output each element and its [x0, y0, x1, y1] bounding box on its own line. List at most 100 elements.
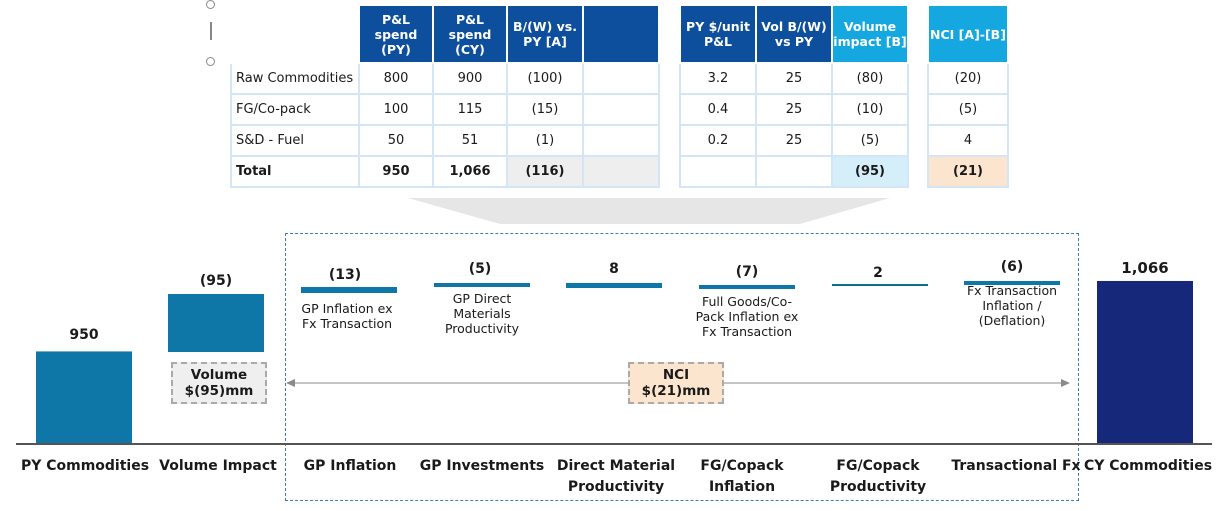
slide-marker-circle-top: [206, 0, 215, 9]
cell: (15): [506, 93, 584, 126]
value-label-cy-commodities: 1,066: [1121, 259, 1169, 277]
pl-spend-table: P&L spend (PY) P&L spend (CY) B/(W) vs. …: [230, 4, 660, 188]
value-label-fg-inflation: (7): [735, 264, 759, 280]
table-row: (20): [927, 62, 1009, 95]
volume-header-row: PY $/unit P&L Vol B/(W) vs PY Volume imp…: [679, 4, 909, 64]
pl-spend-header-row: P&L spend (PY) P&L spend (CY) B/(W) vs. …: [230, 4, 660, 64]
waterfall-bar-7: [964, 281, 1060, 285]
cell: [582, 124, 660, 157]
waterfall-bar-4: [566, 283, 662, 288]
value-label-fg-productivity: 2: [873, 265, 883, 281]
nci-table: NCI [A]-[B] (20) (5) 4 (21): [927, 4, 1009, 188]
slide-marker-line: [210, 22, 212, 40]
cell: (95): [831, 155, 909, 188]
cell: (21): [927, 155, 1009, 188]
cell: (80): [831, 62, 909, 95]
table-row: 0.2 25 (5): [679, 124, 909, 157]
cell: 25: [755, 124, 833, 157]
empty-header-cell: [230, 4, 360, 64]
cell: [582, 93, 660, 126]
value-label-direct-material: 8: [609, 261, 619, 277]
cell: 3.2: [679, 62, 757, 95]
table-row: FG/Co-pack 100 115 (15): [230, 93, 660, 126]
cell: 25: [755, 62, 833, 95]
waterfall-bar-6: [832, 284, 928, 286]
nci-summary-box: NCI $(21)mm: [628, 362, 724, 404]
desc-fg-inflation: Full Goods/Co-Pack Inflation ex Fx Trans…: [695, 294, 799, 339]
value-label-gp-investments: (5): [468, 261, 492, 277]
desc-transactional-fx: Fx Transaction Inflation / (Deflation): [966, 283, 1058, 328]
volume-impact-table: PY $/unit P&L Vol B/(W) vs PY Volume imp…: [679, 4, 909, 188]
table-row-total: (95): [679, 155, 909, 188]
cell: [755, 155, 833, 188]
waterfall-bar-0: [36, 351, 132, 443]
arrow-head-right: [1061, 379, 1070, 387]
header-vol-bw: Vol B/(W) vs PY: [755, 4, 833, 64]
cell: 900: [432, 62, 508, 95]
desc-gp-inflation: GP Inflation ex Fx Transaction: [301, 301, 393, 331]
cell: 0.4: [679, 93, 757, 126]
chart-baseline: [16, 443, 1212, 445]
table-row: 4: [927, 124, 1009, 157]
cell: (10): [831, 93, 909, 126]
category-fg-productivity: FG/Copack Productivity: [829, 458, 927, 495]
category-py-commodities: PY Commodities: [20, 458, 150, 474]
waterfall-bar-5: [699, 285, 795, 289]
value-label-gp-inflation: (13): [328, 267, 362, 283]
value-label-py-commodities: 950: [69, 327, 99, 343]
header-py-unit: PY $/unit P&L: [679, 4, 757, 64]
header-volume-impact: Volume impact [B]: [831, 4, 909, 64]
cell: 25: [755, 93, 833, 126]
category-gp-investments: GP Investments: [419, 458, 545, 474]
table-row: (5): [927, 93, 1009, 126]
cell: [679, 155, 757, 188]
table-row: S&D - Fuel 50 51 (1): [230, 124, 660, 157]
waterfall-bar-2: [301, 287, 397, 293]
table-row-total: Total 950 1,066 (116): [230, 155, 660, 188]
table-row: 0.4 25 (10): [679, 93, 909, 126]
cell: [582, 155, 660, 188]
arrow-head-left: [286, 379, 295, 387]
category-fg-inflation: FG/Copack Inflation: [700, 458, 784, 495]
table-row: Raw Commodities 800 900 (100): [230, 62, 660, 95]
category-cy-commodities: CY Commodities: [1083, 458, 1213, 474]
cell: (20): [927, 62, 1009, 95]
volume-summary-box: Volume $(95)mm: [171, 362, 267, 404]
cell: 50: [358, 124, 434, 157]
funnel-shape: [408, 198, 890, 224]
nci-dashed-frame: [285, 233, 1079, 501]
cell: 800: [358, 62, 434, 95]
cell: 0.2: [679, 124, 757, 157]
waterfall-bar-3: [434, 283, 530, 287]
table-row-total: (21): [927, 155, 1009, 188]
cell: (116): [506, 155, 584, 188]
table-row: 3.2 25 (80): [679, 62, 909, 95]
cell: (100): [506, 62, 584, 95]
desc-gp-investments: GP Direct Materials Productivity: [444, 291, 520, 336]
category-direct-material: Direct Material Productivity: [556, 458, 676, 495]
cell: 950: [358, 155, 434, 188]
cell: (5): [831, 124, 909, 157]
waterfall-bar-1: [168, 294, 264, 352]
slide-marker-circle-bottom: [206, 57, 215, 66]
cell: 115: [432, 93, 508, 126]
header-pl-spend-py: P&L spend (PY): [358, 4, 434, 64]
row-label: FG/Co-pack: [230, 93, 360, 126]
category-gp-inflation: GP Inflation: [303, 458, 397, 474]
row-label: Total: [230, 155, 360, 188]
category-volume-impact: Volume Impact: [159, 458, 277, 474]
nci-header-row: NCI [A]-[B]: [927, 4, 1009, 64]
category-transactional-fx: Transactional Fx: [951, 458, 1081, 474]
cell: [582, 62, 660, 95]
cell: 100: [358, 93, 434, 126]
cell: 51: [432, 124, 508, 157]
waterfall-bar-8: [1097, 280, 1193, 443]
header-bw-vs-py: B/(W) vs. PY [A]: [506, 4, 584, 64]
value-label-volume-impact: (95): [199, 273, 233, 289]
header-blank: [582, 4, 660, 64]
row-label: S&D - Fuel: [230, 124, 360, 157]
row-label: Raw Commodities: [230, 62, 360, 95]
value-label-transactional-fx: (6): [1000, 259, 1024, 275]
header-nci: NCI [A]-[B]: [927, 4, 1009, 64]
